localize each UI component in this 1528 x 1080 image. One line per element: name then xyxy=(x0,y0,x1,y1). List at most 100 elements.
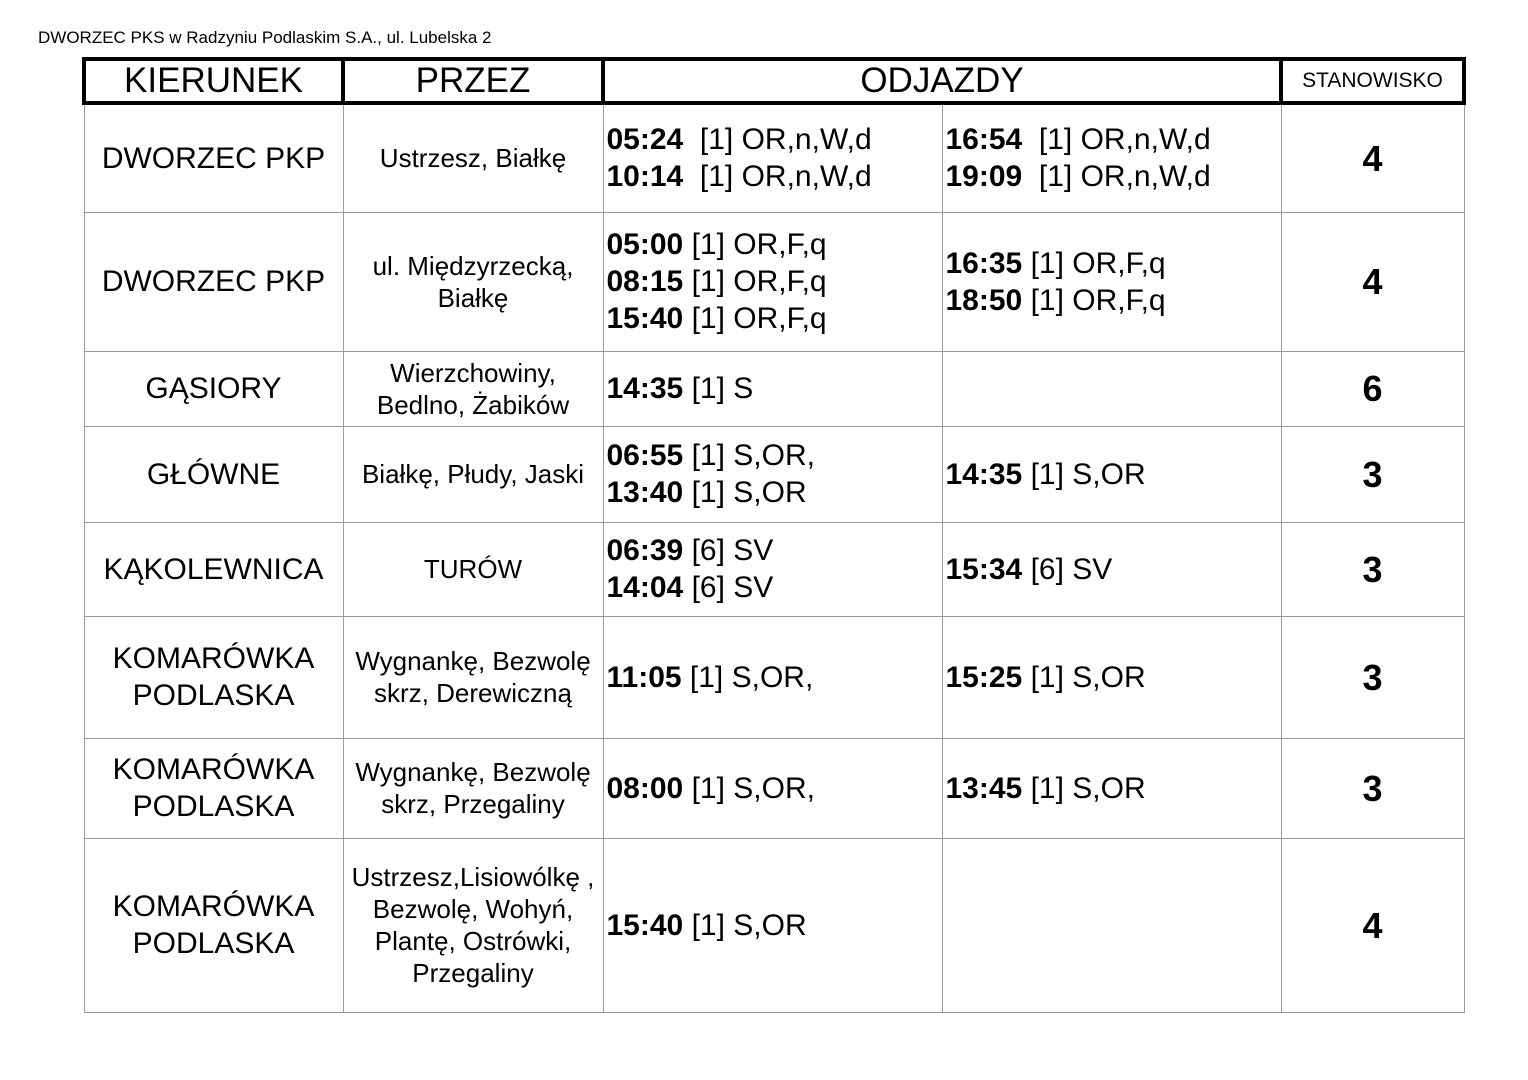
departure-info: [1] OR,n,W,d xyxy=(683,123,872,157)
departures-left-cell: 06:55 [1] S,OR, 13:40 [1] S,OR xyxy=(602,425,943,523)
header-row: KIERUNEK PRZEZ ODJAZDY STANOWISKO xyxy=(82,57,1466,105)
departures-left-cell: 06:39 [6] SV 14:04 [6] SV xyxy=(602,521,943,617)
direction-cell: KĄKOLEWNICA xyxy=(83,521,344,617)
departure-entry: 10:14 [1] OR,n,W,d xyxy=(607,158,942,195)
document-caption: DWORZEC PKS w Radzyniu Podlaskim S.A., u… xyxy=(38,28,492,47)
via-cell: Wygnankę, Bezwolę skrz, Przegaliny xyxy=(342,737,604,839)
departure-info: [1] OR,F,q xyxy=(683,228,827,261)
departure-info: [1] OR,F,q xyxy=(1022,283,1166,317)
departure-info: [1] S,OR xyxy=(1022,771,1146,805)
departure-time: 10:14 xyxy=(606,160,684,194)
departures-left-cell: 14:35 [1] S xyxy=(602,350,943,427)
departure-info: [1] S,OR, xyxy=(683,439,815,472)
departure-info: [6] SV xyxy=(683,571,774,604)
stand-cell: 3 xyxy=(1280,737,1465,839)
departure-info: [1] S,OR xyxy=(683,476,807,509)
departure-entry: 14:04 [6] SV xyxy=(607,569,942,606)
departure-time: 08:15 xyxy=(606,265,684,298)
departure-info: [1] OR,n,W,d xyxy=(1022,123,1211,157)
departure-info: [1] S xyxy=(683,372,754,405)
departures-left-cell: 05:24 [1] OR,n,W,d 10:14 [1] OR,n,W,d xyxy=(602,102,943,213)
departure-time: 15:40 xyxy=(606,302,684,335)
table-row: DWORZEC PKP ul. Międzyrzecką, Białkę 05:00… xyxy=(83,211,1465,352)
stand-cell: 4 xyxy=(1280,211,1465,352)
departures-right-cell xyxy=(941,837,1282,1013)
direction-cell: KOMARÓWKA PODLASKA xyxy=(83,737,344,839)
departure-time: 15:40 xyxy=(606,908,684,942)
departure-entry: 06:55 [1] S,OR, xyxy=(607,437,942,474)
stand-cell: 4 xyxy=(1280,102,1465,213)
departure-time: 19:09 xyxy=(945,160,1023,194)
departure-entry: 08:15 [1] OR,F,q xyxy=(607,263,942,300)
via-cell: Wygnankę, Bezwolę skrz, Derewiczną xyxy=(342,615,604,739)
departures-right-cell: 14:35 [1] S,OR xyxy=(941,425,1282,523)
departure-time: 15:25 xyxy=(945,660,1023,694)
departure-time: 11:05 xyxy=(606,660,682,694)
stand-cell: 3 xyxy=(1280,425,1465,523)
table-row: DWORZEC PKP Ustrzesz, Białkę 05:24 [1] OR,… xyxy=(83,102,1465,213)
direction-cell: GĄSIORY xyxy=(83,350,344,427)
departure-entry: 15:40 [1] OR,F,q xyxy=(607,300,942,337)
departure-time: 05:00 xyxy=(606,228,684,261)
table-row: KĄKOLEWNICA TURÓW 06:39 [6] SV 14:04 [6] SV… xyxy=(83,521,1465,617)
table-row: KOMARÓWKA PODLASKA Wygnankę, Bezwolę skrz… xyxy=(83,737,1465,839)
via-cell: Wierzchowiny, Bedlno, Żabików xyxy=(342,350,604,427)
departure-info: [1] S,OR xyxy=(1022,457,1146,491)
direction-cell: KOMARÓWKA PODLASKA xyxy=(83,615,344,739)
departure-time: 16:35 xyxy=(945,246,1023,280)
departure-info: [1] OR,F,q xyxy=(1022,246,1166,280)
departures-right-cell: 15:34 [6] SV xyxy=(941,521,1282,617)
header-direction: KIERUNEK xyxy=(82,57,345,105)
via-cell: TURÓW xyxy=(342,521,604,617)
departure-entry: 15:34 [6] SV xyxy=(946,551,1281,588)
table-row: KOMARÓWKA PODLASKA Wygnankę, Bezwolę skrz… xyxy=(83,615,1465,739)
departures-left-cell: 08:00 [1] S,OR, xyxy=(602,737,943,839)
departure-time: 14:35 xyxy=(606,372,684,405)
departure-entry: 16:35 [1] OR,F,q xyxy=(946,245,1281,282)
departure-info: [1] S,OR xyxy=(1022,660,1146,694)
departures-left-cell: 05:00 [1] OR,F,q 08:15 [1] OR,F,q 15:40 [1… xyxy=(602,211,943,352)
departure-entry: 14:35 [1] S xyxy=(607,370,942,407)
departure-entry: 11:05 [1] S,OR, xyxy=(607,659,942,696)
departure-info: [1] S,OR, xyxy=(683,771,815,805)
departure-info: [1] OR,F,q xyxy=(683,302,827,335)
departure-entry: 05:00 [1] OR,F,q xyxy=(607,226,942,263)
departure-time: 05:24 xyxy=(606,123,684,157)
departures-left-cell: 11:05 [1] S,OR, xyxy=(602,615,943,739)
departure-info: [1] OR,F,q xyxy=(683,265,827,298)
table-row: KOMARÓWKA PODLASKA Ustrzesz,Lisiowólkę , … xyxy=(83,837,1465,1013)
header-stand: STANOWISKO xyxy=(1279,57,1466,105)
departure-info: [1] S,OR xyxy=(683,908,807,942)
departure-info: [1] S,OR, xyxy=(681,660,814,694)
departure-entry: 15:25 [1] S,OR xyxy=(946,659,1281,696)
departure-info: [1] OR,n,W,d xyxy=(1022,160,1211,194)
direction-cell: GŁÓWNE xyxy=(83,425,344,523)
departure-time: 08:00 xyxy=(606,771,684,805)
departure-info: [6] SV xyxy=(1022,552,1113,586)
departure-time: 14:04 xyxy=(606,571,684,604)
direction-cell: KOMARÓWKA PODLASKA xyxy=(83,837,344,1013)
departure-info: [1] OR,n,W,d xyxy=(683,160,872,194)
departure-time: 06:55 xyxy=(606,439,684,472)
stand-cell: 3 xyxy=(1280,615,1465,739)
departures-right-cell: 16:54 [1] OR,n,W,d 19:09 [1] OR,n,W,d xyxy=(941,102,1282,213)
stand-cell: 6 xyxy=(1280,350,1465,427)
departure-time: 16:54 xyxy=(945,123,1023,157)
departures-right-cell: 13:45 [1] S,OR xyxy=(941,737,1282,839)
departure-entry: 06:39 [6] SV xyxy=(607,532,942,569)
direction-cell: DWORZEC PKP xyxy=(83,211,344,352)
via-cell: Ustrzesz,Lisiowólkę , Bezwolę, Wohyń, Pl… xyxy=(342,837,604,1013)
departure-entry: 08:00 [1] S,OR, xyxy=(607,770,942,807)
departure-entry: 14:35 [1] S,OR xyxy=(946,456,1281,493)
table-row: GĄSIORY Wierzchowiny, Bedlno, Żabików 14:3… xyxy=(83,350,1465,427)
departure-time: 14:35 xyxy=(945,457,1023,491)
departure-entry: 16:54 [1] OR,n,W,d xyxy=(946,121,1281,158)
departures-right-cell xyxy=(941,350,1282,427)
departure-time: 13:40 xyxy=(606,476,684,509)
departure-entry: 15:40 [1] S,OR xyxy=(607,907,942,944)
via-cell: Białkę, Płudy, Jaski xyxy=(342,425,604,523)
departure-time: 15:34 xyxy=(945,552,1023,586)
departures-right-cell: 16:35 [1] OR,F,q 18:50 [1] OR,F,q xyxy=(941,211,1282,352)
direction-cell: DWORZEC PKP xyxy=(83,102,344,213)
departures-right-cell: 15:25 [1] S,OR xyxy=(941,615,1282,739)
